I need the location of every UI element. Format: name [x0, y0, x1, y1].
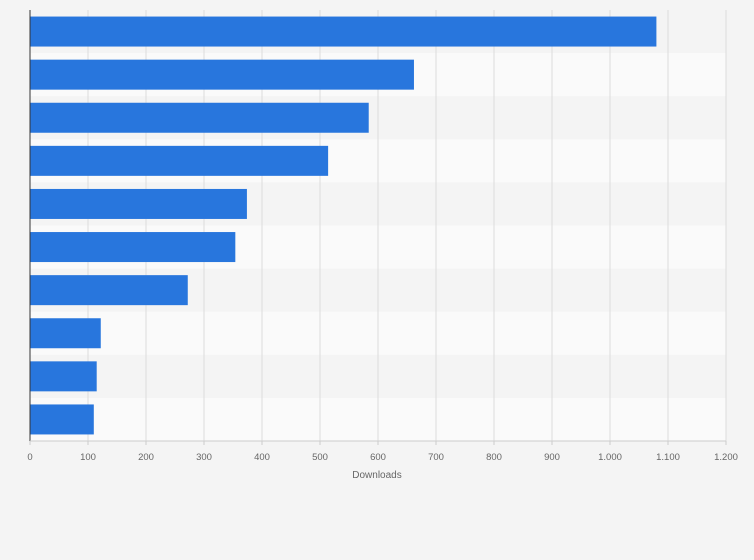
- bars: [30, 16, 657, 435]
- x-tick-label: 800: [486, 452, 502, 463]
- x-tick-label: 100: [80, 452, 96, 463]
- bar: [30, 188, 247, 219]
- bar: [30, 102, 369, 133]
- x-tick-label: 900: [544, 452, 560, 463]
- x-tick-label: 200: [138, 452, 154, 463]
- x-tick-label: 1.000: [598, 452, 622, 463]
- bar: [30, 361, 97, 392]
- bar: [30, 145, 329, 176]
- x-tick-label: 300: [196, 452, 212, 463]
- bar: [30, 59, 414, 90]
- x-tick-label: 600: [370, 452, 386, 463]
- x-tick-labels: 0 100 200 300 400 500 600 700 800 900 1.000 1.100 1.…: [27, 441, 738, 463]
- x-tick-label: 1.200: [714, 452, 738, 463]
- bar: [30, 275, 188, 306]
- bar: [30, 232, 236, 263]
- bar: [30, 404, 94, 435]
- x-axis-title: Downloads: [352, 470, 401, 481]
- x-tick-label: 700: [428, 452, 444, 463]
- x-tick-label: 1.100: [656, 452, 680, 463]
- x-tick-label: 400: [254, 452, 270, 463]
- bar: [30, 16, 657, 47]
- x-tick-label: 0: [27, 452, 32, 463]
- x-tick-label: 500: [312, 452, 328, 463]
- bar: [30, 318, 101, 349]
